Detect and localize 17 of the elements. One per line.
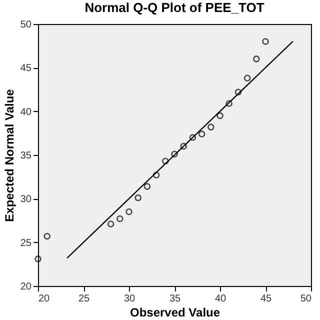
x-tick-label: 50: [300, 294, 312, 304]
y-tick-label: 25: [20, 238, 32, 249]
y-tick-label: 50: [20, 20, 32, 30]
y-tick-label: 20: [20, 282, 32, 292]
x-tick-label: 20: [38, 294, 50, 304]
y-tick-label: 30: [20, 194, 32, 206]
x-tick-label: 30: [124, 294, 136, 304]
x-tick-label: 45: [260, 294, 272, 304]
y-tick-label: 35: [20, 150, 32, 162]
x-tick-label: 35: [169, 294, 181, 304]
y-tick-label: 45: [20, 63, 32, 74]
y-axis-title: Expected Normal Value: [2, 88, 16, 222]
x-tick-label: 25: [78, 294, 90, 304]
y-tick-label: 40: [20, 106, 32, 118]
chart-title: Normal Q-Q Plot of PEE_TOT: [84, 0, 264, 15]
x-axis-title: Observed Value: [130, 306, 220, 320]
x-tick-label: 40: [214, 294, 226, 304]
